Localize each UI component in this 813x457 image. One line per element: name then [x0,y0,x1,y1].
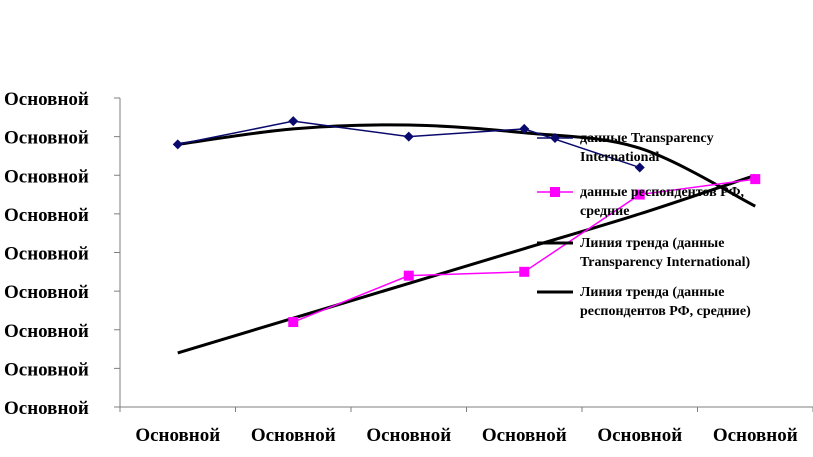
x-tick-label: Основной [597,425,682,446]
x-tick-label: Основной [482,425,567,446]
legend-label-trend_ti: Transparency International) [580,255,751,270]
data-point-rf [634,189,645,200]
legend-label-ti: данные Transparency [580,131,714,146]
x-tick-label: Основной [713,425,798,446]
data-point-ti [403,131,414,142]
data-point-ti [519,123,530,134]
y-tick-label: Основной [4,205,89,226]
data-point-ti [634,162,645,173]
y-axis-ticks: Основной Основной Основной Основной Основной… [4,89,120,419]
data-point-rf [288,317,299,328]
y-tick-label: Основной [4,398,89,419]
legend-label-rf: данные респондентов РФ, [580,185,744,200]
trend-line-trend_ti [177,123,756,208]
legend-label-trend_ti: Линия тренда (данные [580,236,724,251]
data-point-rf [403,270,414,281]
legend-label-trend_rf: Линия тренда (данные [580,285,724,300]
data-point-rf [750,174,761,185]
trend-line-trend_rf [177,173,756,355]
legend-label-trend_rf: респондентов РФ, средние) [580,304,751,319]
y-tick-label: Основной [4,359,89,380]
data-point-ti [172,139,183,150]
legend-marker-rf [550,187,560,197]
data-series [172,116,761,328]
legend-label-ti: International [580,150,659,165]
y-tick-label: Основной [4,128,89,149]
x-axis-ticks: Основной Основной Основной Основной Основной… [119,407,813,446]
legend-label-rf: средние [580,204,629,219]
data-point-rf [519,266,530,277]
y-tick-label: Основной [4,244,89,265]
trend-lines [177,123,756,355]
y-tick-label: Основной [4,282,89,303]
legend-marker-ti [550,133,560,143]
x-tick-label: Основной [251,425,336,446]
legend: данные Transparency International данные р… [537,131,751,319]
x-tick-label: Основной [366,425,451,446]
x-tick-label: Основной [135,425,220,446]
data-point-ti [288,116,299,127]
y-tick-label: Основной [4,321,89,342]
y-tick-label: Основной [4,89,89,110]
y-tick-label: Основной [4,166,89,187]
series-line-ti [177,120,640,169]
